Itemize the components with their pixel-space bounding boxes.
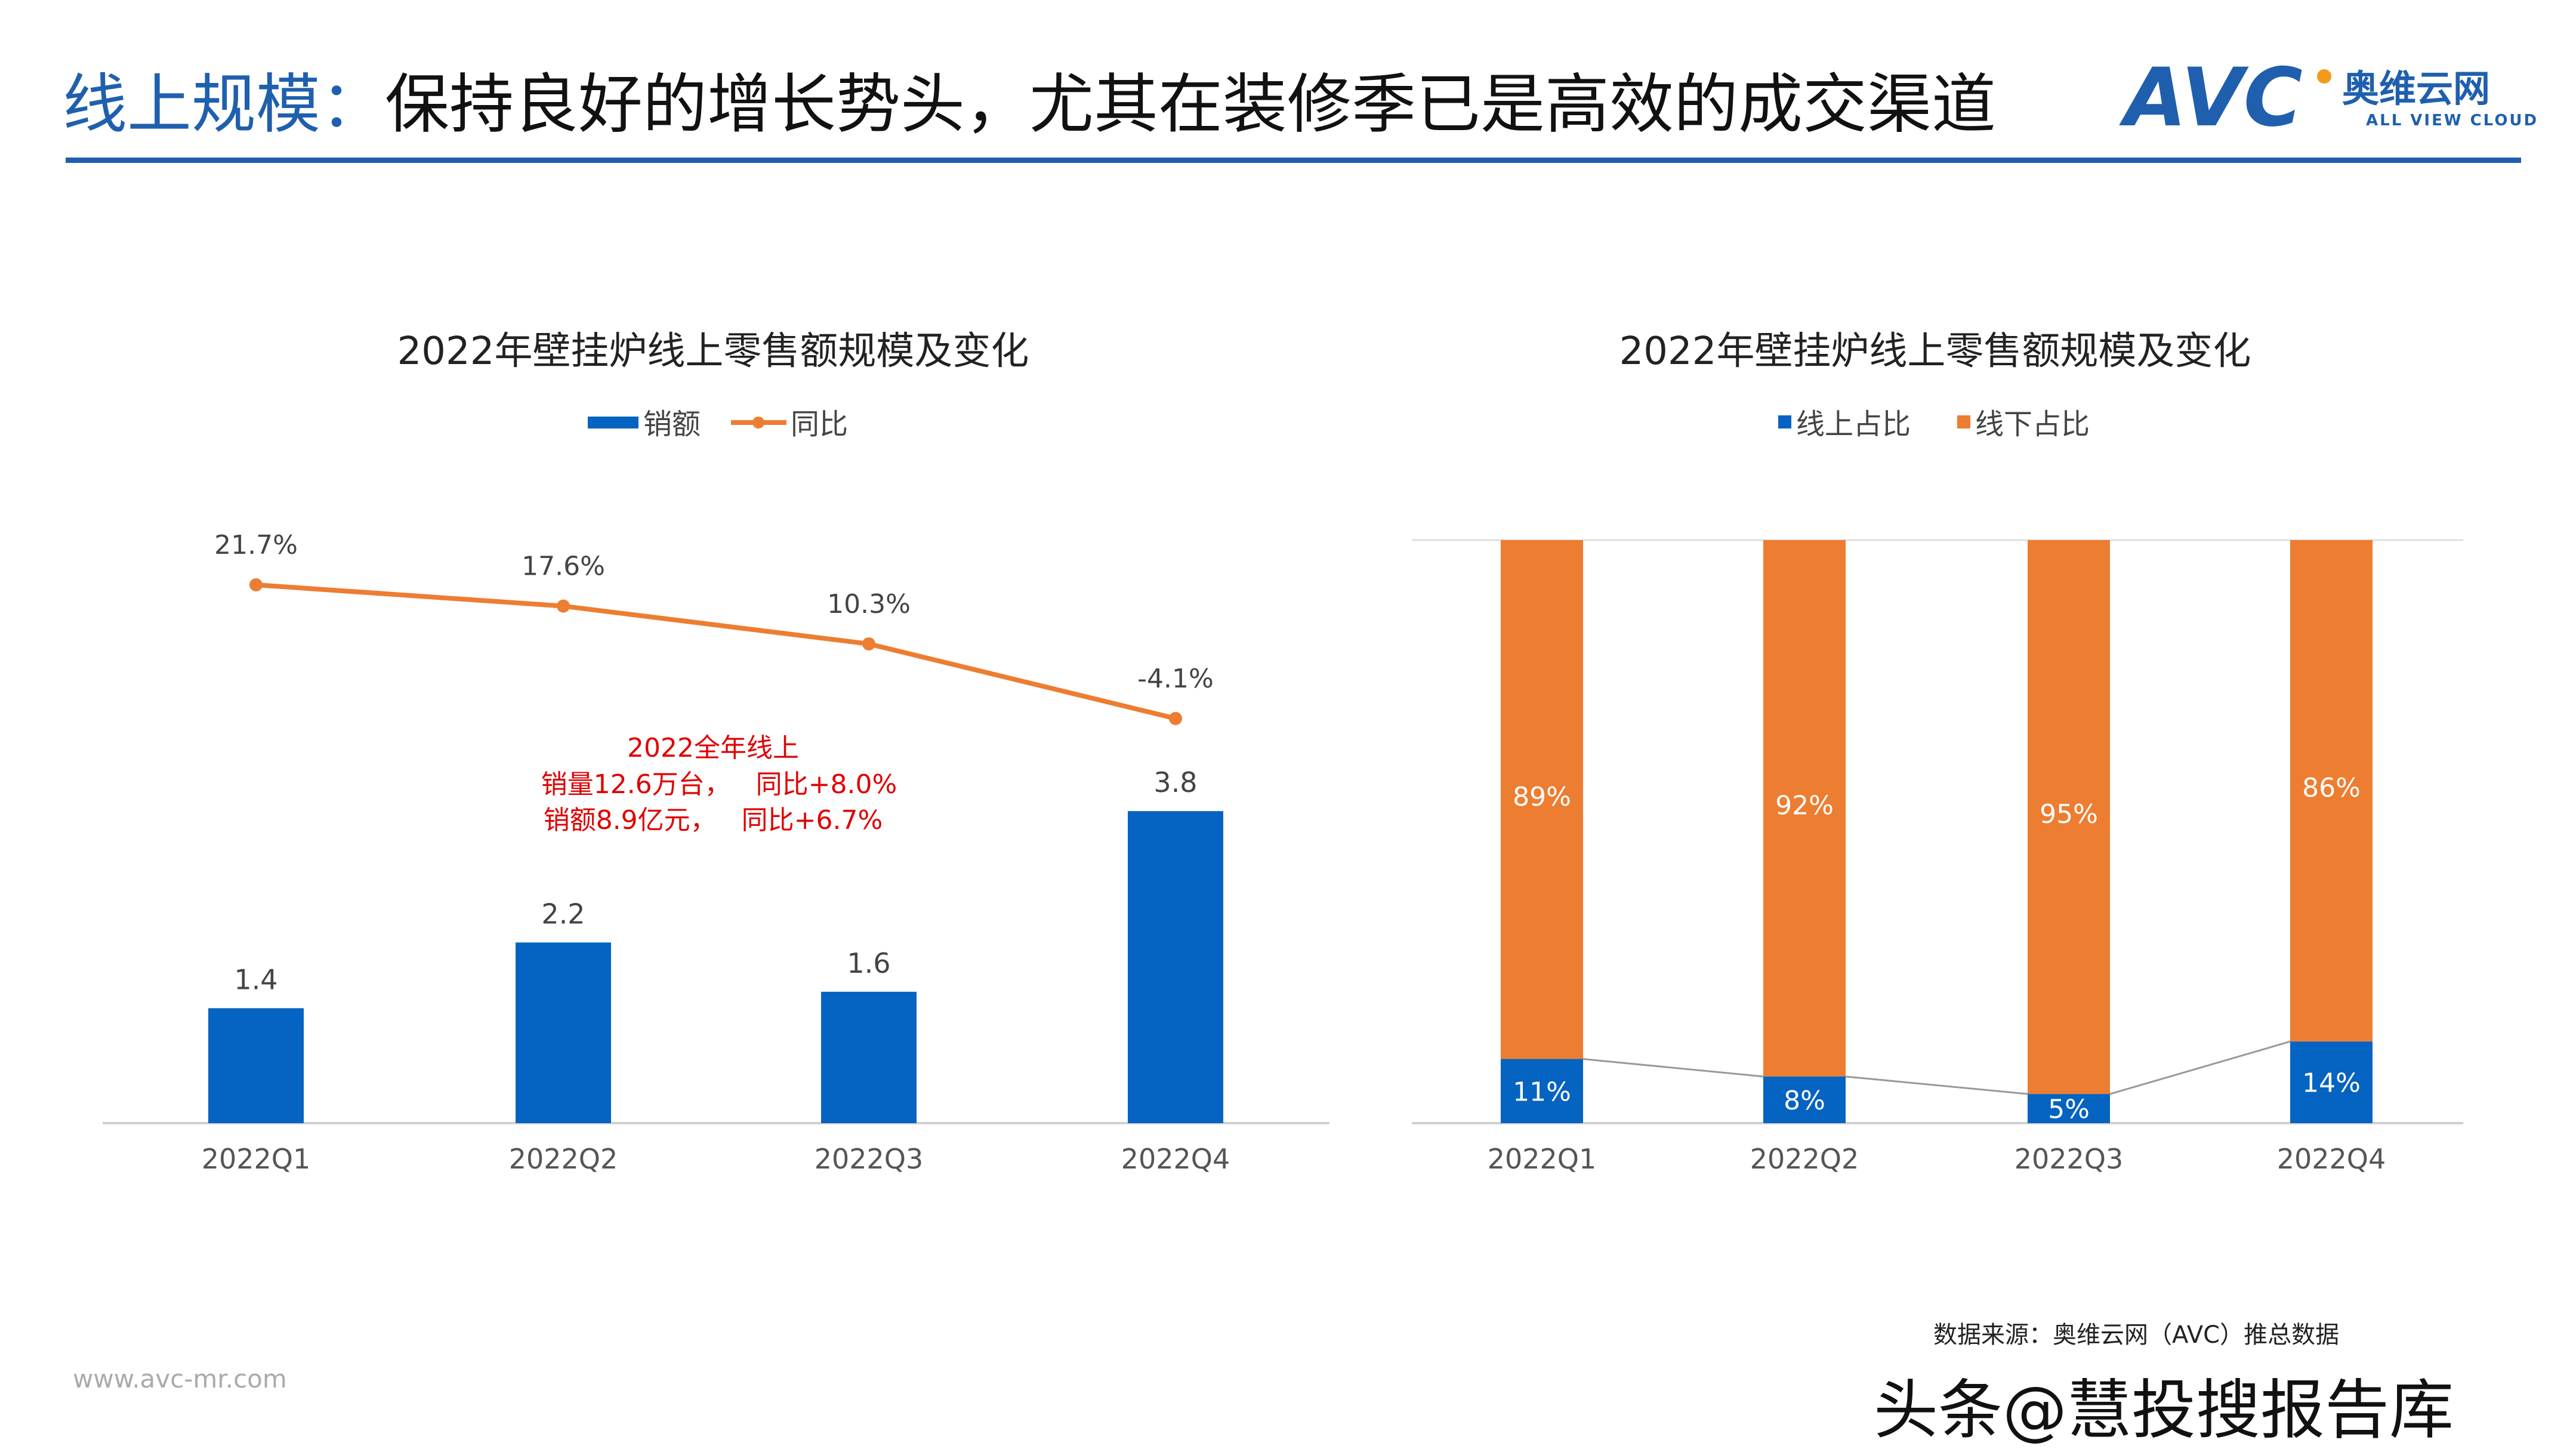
legend: 销额 同比 bbox=[588, 408, 848, 441]
legend-swatch-online bbox=[1778, 415, 1791, 428]
legend-swatch-bar bbox=[588, 417, 638, 428]
legend-label-sales: 销额 bbox=[643, 408, 701, 441]
annotation-line: 销量12.6万台， 同比+8.0% bbox=[541, 769, 897, 800]
bar-offline bbox=[1501, 540, 1583, 1059]
page-title: 线上规模：保持良好的增长势头，尤其在装修季已是高效的成交渠道 bbox=[63, 67, 1996, 142]
bar bbox=[821, 991, 917, 1123]
legend: 线上占比 线下占比 bbox=[1778, 408, 2090, 441]
x-tick-label: 2022Q3 bbox=[815, 1143, 924, 1175]
series-connector bbox=[1582, 1058, 1764, 1078]
line-point bbox=[1169, 711, 1182, 725]
chart-title: 2022年壁挂炉线上零售额规模及变化 bbox=[397, 329, 1029, 374]
offline-label: 86% bbox=[2302, 773, 2361, 803]
title-main: 保持良好的增长势头，尤其在装修季已是高效的成交渠道 bbox=[385, 67, 1996, 142]
online-label: 8% bbox=[1784, 1086, 1825, 1116]
online-label: 11% bbox=[1513, 1077, 1571, 1107]
x-tick-label: 2022Q4 bbox=[2277, 1143, 2386, 1175]
title-underline bbox=[66, 158, 2521, 163]
online-label: 14% bbox=[2302, 1068, 2361, 1099]
x-tick-label: 2022Q2 bbox=[1750, 1143, 1859, 1175]
x-tick-label: 2022Q4 bbox=[1121, 1143, 1230, 1175]
legend-label-offline: 线下占比 bbox=[1975, 408, 2090, 441]
series-connector bbox=[2109, 1040, 2291, 1095]
x-tick-label: 2022Q1 bbox=[1488, 1143, 1597, 1175]
footer-watermark: 头条@慧投搜报告库 bbox=[1874, 1373, 2454, 1448]
bar bbox=[516, 942, 611, 1123]
logo-avc: AVC bbox=[2119, 51, 2303, 144]
bar-label: 3.8 bbox=[1153, 766, 1197, 799]
offline-label: 89% bbox=[1513, 782, 1571, 812]
offline-label: 95% bbox=[2040, 799, 2098, 830]
chart-online-share: 2022年壁挂炉线上零售额规模及变化 线上占比 线下占比 89% 11% 2022Q… bbox=[1412, 329, 2463, 1175]
annotation: 2022全年线上 销量12.6万台， 同比+8.0% 销额8.9亿元， 同比+6… bbox=[541, 733, 897, 836]
bar-offline bbox=[2290, 540, 2373, 1042]
bar-online bbox=[1501, 1059, 1583, 1123]
logo-dot-icon bbox=[2317, 69, 2331, 84]
bar-label: 1.4 bbox=[234, 963, 277, 995]
line-point bbox=[249, 578, 263, 591]
series-connector bbox=[1845, 1075, 2028, 1095]
x-tick-label: 2022Q3 bbox=[2014, 1143, 2124, 1175]
line-label: 21.7% bbox=[214, 530, 298, 560]
bar-online bbox=[2290, 1041, 2373, 1123]
bar-label: 1.6 bbox=[847, 947, 890, 979]
avc-logo: AVC 奥维云网 ALL VIEW CLOUD bbox=[2119, 51, 2538, 144]
legend-marker bbox=[752, 417, 764, 428]
bar-offline bbox=[2028, 540, 2110, 1095]
legend-label-online: 线上占比 bbox=[1796, 408, 1911, 441]
line-label: 10.3% bbox=[827, 589, 911, 619]
yoy-line bbox=[255, 582, 1176, 721]
line-label: -4.1% bbox=[1137, 664, 1214, 694]
line-point bbox=[862, 637, 875, 650]
logo-cn: 奥维云网 bbox=[2342, 67, 2490, 110]
x-tick-label: 2022Q2 bbox=[509, 1143, 618, 1175]
bar-offline bbox=[1763, 540, 1846, 1077]
chart-title: 2022年壁挂炉线上零售额规模及变化 bbox=[1619, 329, 2251, 374]
bar bbox=[208, 1008, 304, 1123]
bar-online bbox=[1763, 1076, 1846, 1123]
offline-label: 92% bbox=[1775, 790, 1834, 821]
line-point bbox=[557, 599, 570, 613]
online-label: 5% bbox=[2048, 1095, 2090, 1125]
title-prefix: 线上规模： bbox=[63, 67, 385, 142]
legend-swatch-offline bbox=[1957, 415, 1970, 428]
line-label: 17.6% bbox=[522, 551, 605, 582]
chart-sales-yoy: 2022年壁挂炉线上零售额规模及变化 销额 同比 1.4 2022Q1 2.2 202… bbox=[103, 329, 1329, 1175]
bar-label: 2.2 bbox=[541, 898, 585, 930]
bar bbox=[1128, 811, 1223, 1123]
annotation-line: 2022全年线上 bbox=[627, 733, 799, 763]
annotation-line: 销额8.9亿元， 同比+6.7% bbox=[544, 805, 883, 836]
footer-website: www.avc-mr.com bbox=[73, 1364, 287, 1393]
bar-online bbox=[2028, 1094, 2110, 1123]
footer-source: 数据来源：奥维云网（AVC）推总数据 bbox=[1933, 1321, 2339, 1349]
legend-label-yoy: 同比 bbox=[791, 408, 848, 441]
x-tick-label: 2022Q1 bbox=[202, 1143, 311, 1175]
logo-en: ALL VIEW CLOUD bbox=[2366, 112, 2538, 130]
